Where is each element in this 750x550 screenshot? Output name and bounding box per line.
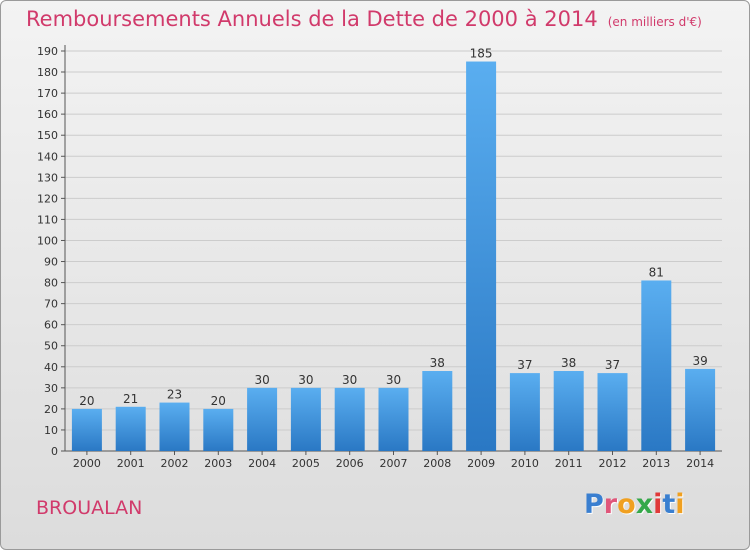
bar [203,408,234,451]
data-label: 30 [254,373,269,387]
y-tick-label: 120 [37,192,58,205]
x-tick-label: 2001 [117,457,145,470]
chart-unit-label: (en milliers d'€) [607,15,702,29]
logo-letter: x [635,489,654,520]
x-tick-label: 2007 [380,457,408,470]
bar [553,371,584,451]
data-label: 38 [561,356,576,370]
logo-letter: o [617,489,636,520]
y-tick-label: 70 [44,298,58,311]
data-label: 30 [298,373,313,387]
y-tick-label: 170 [37,87,58,100]
data-label: 37 [517,358,532,372]
y-tick-label: 80 [44,277,58,290]
data-label: 21 [123,392,138,406]
x-tick-label: 2002 [161,457,189,470]
logo-letter: r [603,489,618,520]
y-tick-label: 160 [37,108,58,121]
labels: 0 10 20 30 40 50 60 70 80 90 100 110 120 130 140 150 160… [37,45,714,470]
y-tick-label: 0 [51,445,58,458]
x-tick-label: 2003 [204,457,232,470]
x-tick-label: 2013 [642,457,670,470]
x-tick-label: 2014 [686,457,714,470]
title-line: Remboursements Annuels de la Dette de 20… [26,7,702,31]
x-tick-label: 2004 [248,457,276,470]
x-tick-label: 2005 [292,457,320,470]
y-tick-label: 20 [44,403,58,416]
x-tick-label: 2012 [599,457,627,470]
logo-letter: i [653,489,663,520]
logo-letter: i [675,489,685,520]
x-tick-label: 2008 [423,457,451,470]
y-tick-label: 180 [37,66,58,79]
y-tick-label: 140 [37,150,58,163]
y-tick-label: 50 [44,340,58,353]
x-tick-label: 2006 [336,457,364,470]
logo-letter: t [662,489,676,520]
x-tick-label: 2011 [555,457,583,470]
y-tick-label: 60 [44,319,58,332]
y-tick-label: 110 [37,213,58,226]
y-tick-label: 100 [37,234,58,247]
y-tick-label: 10 [44,424,58,437]
y-tick-label: 40 [44,361,58,374]
bar [641,280,672,451]
logo-letter: P [584,489,604,520]
bar [247,387,278,451]
bar [422,371,453,451]
y-tick-label: 190 [37,45,58,58]
bar [597,373,628,451]
bar [290,387,321,451]
bar [378,387,409,451]
bar [71,408,102,451]
data-label: 30 [342,373,357,387]
y-tick-label: 90 [44,256,58,269]
bar [466,61,497,452]
x-tick-label: 2010 [511,457,539,470]
y-tick-label: 150 [37,129,58,142]
bars [71,61,716,452]
bar [159,402,190,451]
data-label: 38 [430,356,445,370]
y-tick-label: 30 [44,382,58,395]
data-label: 20 [211,394,226,408]
bar [685,368,716,451]
bar [509,373,540,451]
data-label: 81 [649,265,664,279]
chart-title: Remboursements Annuels de la Dette de 20… [26,7,598,31]
data-label: 37 [605,358,620,372]
y-tick-label: 130 [37,171,58,184]
data-label: 185 [470,47,493,61]
data-label: 39 [692,354,707,368]
bar [115,406,146,451]
data-label: 30 [386,373,401,387]
commune-name: BROUALAN [36,497,143,519]
data-label: 23 [167,388,182,402]
data-label: 20 [79,394,94,408]
x-tick-label: 2009 [467,457,495,470]
bar [334,387,365,451]
x-tick-label: 2000 [73,457,101,470]
proxiti-logo: Proxiti [584,489,685,520]
